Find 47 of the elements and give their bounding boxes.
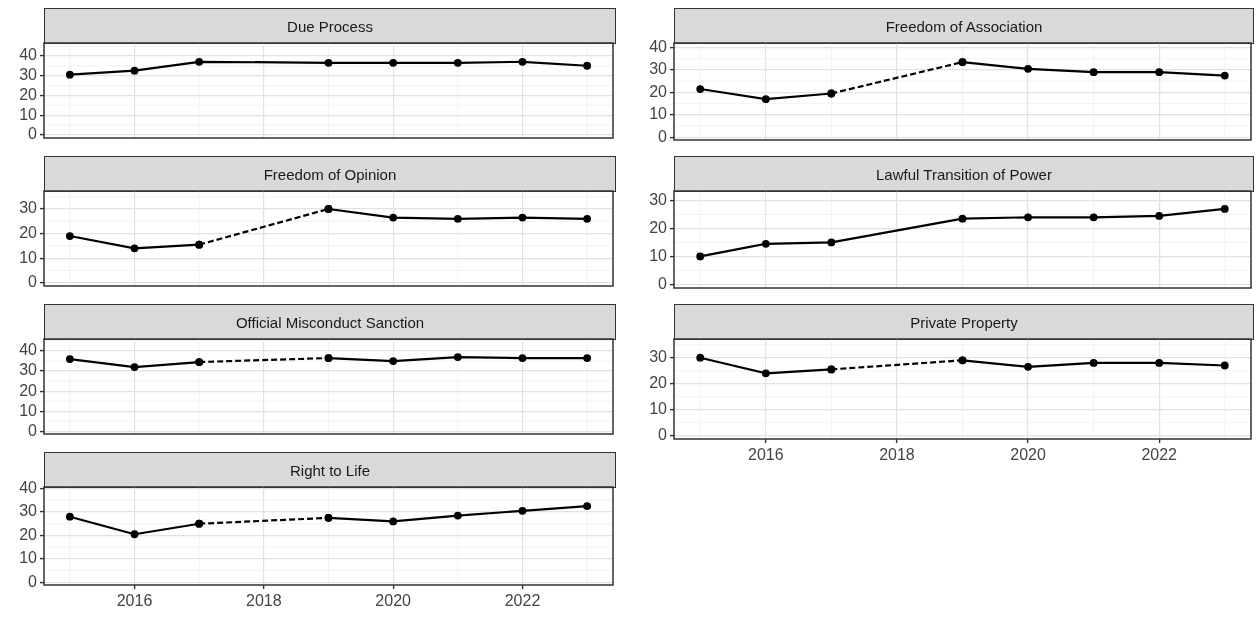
y-tick-label: 10 — [19, 549, 38, 567]
x-tick-label: 2022 — [1141, 446, 1178, 464]
y-tick-label: 10 — [19, 105, 38, 123]
y-tick-label: 40 — [649, 37, 668, 55]
y-tick-label: 20 — [649, 218, 668, 236]
y-tick-label: 20 — [19, 223, 38, 241]
y-tick-label: 30 — [649, 190, 668, 208]
y-tick-label: 0 — [658, 127, 668, 145]
y-tick-label: 10 — [649, 400, 668, 418]
y-tick-label: 30 — [19, 361, 38, 379]
y-tick-label: 30 — [19, 502, 38, 520]
x-tick-label: 2022 — [504, 592, 541, 610]
y-tick-label: 10 — [649, 105, 668, 123]
y-tick-label: 0 — [658, 426, 668, 444]
y-tick-label: 0 — [28, 572, 38, 590]
x-tick-label: 2018 — [246, 592, 282, 610]
y-tick-label: 20 — [19, 85, 38, 103]
y-tick-label: 0 — [28, 273, 38, 291]
y-tick-label: 30 — [19, 199, 38, 217]
x-tick-label: 2016 — [116, 592, 153, 610]
y-tick-label: 0 — [28, 421, 38, 439]
x-tick-label: 2018 — [879, 446, 915, 464]
chart-title: Right to Life — [289, 461, 371, 479]
y-tick-label: 20 — [19, 381, 38, 399]
y-tick-label: 10 — [649, 246, 668, 264]
chart-title: Official Misconduct Sanction — [235, 313, 425, 331]
y-tick-label: 40 — [19, 46, 38, 64]
x-tick-label: 2020 — [375, 592, 412, 610]
y-tick-label: 20 — [19, 525, 38, 543]
chart-title: Lawful Transition of Power — [876, 165, 1052, 183]
chart-title: Private Property — [910, 313, 1018, 331]
y-tick-label: 40 — [19, 479, 38, 497]
y-tick-label: 30 — [19, 66, 38, 84]
chart-title: Freedom of Opinion — [263, 165, 397, 183]
y-tick-label: 0 — [658, 274, 668, 292]
y-tick-label: 20 — [649, 82, 668, 100]
y-tick-label: 10 — [19, 401, 38, 419]
y-tick-label: 30 — [649, 60, 668, 78]
y-tick-label: 40 — [19, 341, 38, 359]
y-tick-label: 20 — [649, 374, 668, 392]
y-tick-label: 30 — [649, 348, 668, 366]
x-tick-label: 2016 — [748, 446, 784, 464]
x-tick-label: 2020 — [1010, 446, 1046, 464]
y-tick-label: 10 — [19, 248, 38, 266]
chart-title: Freedom of Association — [885, 17, 1043, 35]
y-tick-label: 0 — [28, 125, 38, 143]
chart-title: Due Process — [287, 17, 373, 35]
